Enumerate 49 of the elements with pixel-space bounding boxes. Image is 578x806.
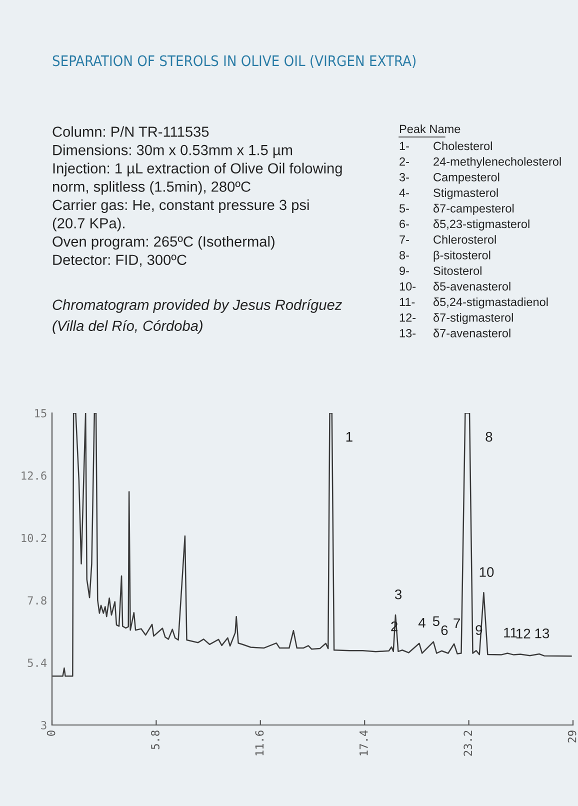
x-tick-label: 0 (46, 730, 56, 736)
annotation: 5 (432, 616, 440, 626)
text: 7- Chlerosterol (400, 235, 496, 244)
annotation: 6 (441, 625, 448, 636)
y-tick-label: 7.8 (28, 596, 46, 605)
annotation: 12 (516, 628, 530, 638)
text: 2- 24-methylenecholesterol (400, 157, 561, 168)
text: 1- Cholesterol (400, 141, 492, 150)
text: 9- Sitosterol (400, 266, 482, 275)
text: Detector: FID, 300ºC (53, 254, 186, 267)
text: 10- δ5-avenasterol (400, 282, 510, 291)
annotation: 4 (418, 618, 426, 628)
text: 4- Stigmasterol (399, 188, 498, 200)
chart-title: SEPARATION OF STEROLS IN OLIVE OIL (VIRGEN EXTRA) (52, 54, 416, 68)
x-tick-label: 29 (568, 730, 576, 742)
text: norm, splitless (1.5min), 280ºC (52, 181, 250, 195)
text: 8- β-sitosterol (400, 250, 490, 262)
text: 11- δ5,24-stigmastadienol (400, 297, 548, 309)
y-tick-label: 12.6 (22, 471, 46, 480)
annotation: 7 (454, 618, 460, 628)
annotation: 1 (346, 432, 352, 442)
annotation: 3 (394, 589, 402, 600)
text: 12- δ7-stigmasterol (400, 313, 513, 324)
line-series (52, 413, 572, 677)
text: (Villa del Río, Córdoba) (52, 320, 202, 334)
text: (20.7 KPa). (52, 218, 124, 232)
y-tick-label: 15 (35, 409, 46, 418)
text: 6- δ5,23-stigmasterol (400, 219, 530, 230)
x-tick-label: 17.4 (360, 730, 368, 756)
y-tick-label: 5.4 (28, 658, 47, 668)
x-tick-label: 11.6 (255, 730, 264, 756)
x-tick-label: 23.2 (464, 730, 472, 756)
text: Column: P/N TR-111535 (52, 126, 209, 137)
text: 3- Campesterol (399, 172, 500, 184)
text: Peak Name (400, 124, 460, 134)
y-tick-label: 3 (41, 721, 46, 730)
text: Injection: 1 µL extraction of Olive Oil folowing (53, 162, 342, 176)
annotation: 10 (480, 567, 494, 577)
annotation: 8 (486, 432, 492, 442)
y-tick-label: 10.2 (22, 534, 46, 542)
annotation: 13 (535, 628, 550, 638)
text: Chromatogram provided by Jesus Rodríguez (52, 299, 342, 313)
text: Dimensions: 30m x 0.53mm x 1.5 µm (53, 144, 292, 158)
text: 13- δ7-avenasterol (400, 328, 510, 338)
text: 5- δ7-campesterol (399, 204, 514, 215)
text: Oven program: 265ºC (Isothermal) (52, 236, 274, 250)
annotation: 11 (504, 628, 517, 638)
text: Carrier gas: He, constant pressure 3 psi (52, 199, 309, 213)
x-tick-label: 5.8 (151, 730, 160, 750)
